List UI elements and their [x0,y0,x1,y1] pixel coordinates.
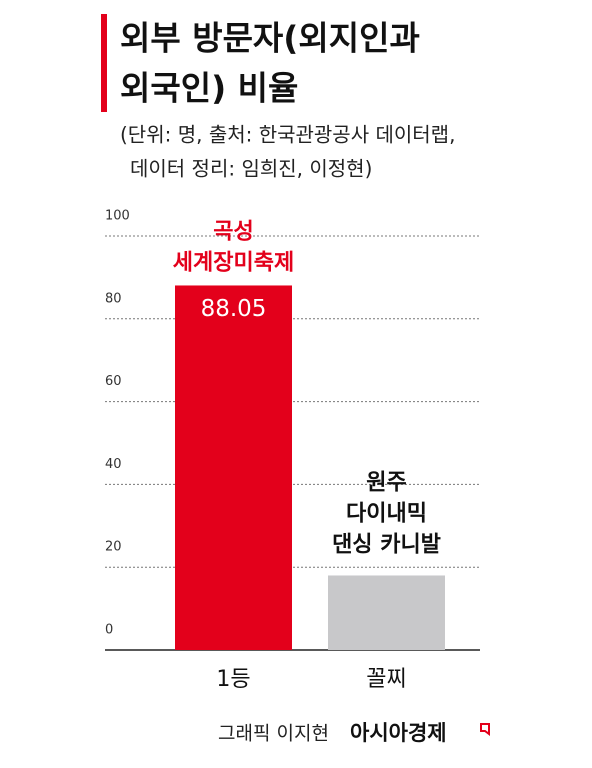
chart-title: 외국인) 비율 [120,69,298,108]
y-tick-label: 100 [105,209,130,224]
y-tick-label: 0 [105,623,113,638]
annotation: 다이내믹 [346,501,427,526]
annotation: 곡성 [213,219,253,244]
x-tick-label: 꼴찌 [366,667,406,692]
annotation: 세계장미축제 [173,250,294,275]
chart-subtitle: 데이터 정리: 임희진, 이정현) [130,157,372,181]
annotation: 댄싱 카니발 [332,532,441,557]
y-tick-label: 20 [105,540,122,555]
value-label: 88.05 [201,296,267,322]
chart-title: 외부 방문자(외지인과 [120,19,420,58]
y-tick-label: 60 [105,374,122,389]
credit: 그래픽 이지현 [218,723,329,745]
bar [175,285,292,650]
x-tick-label: 1등 [216,667,250,692]
logo-mark [480,723,490,736]
chart-subtitle: (단위: 명, 출처: 한국관광공사 데이터랩, [120,123,455,147]
y-tick-label: 80 [105,291,122,306]
source: 아시아경제 [350,721,447,745]
bar [328,575,445,650]
y-tick-label: 40 [105,457,122,472]
title-accent [101,14,107,112]
annotation: 원주 [366,470,406,495]
